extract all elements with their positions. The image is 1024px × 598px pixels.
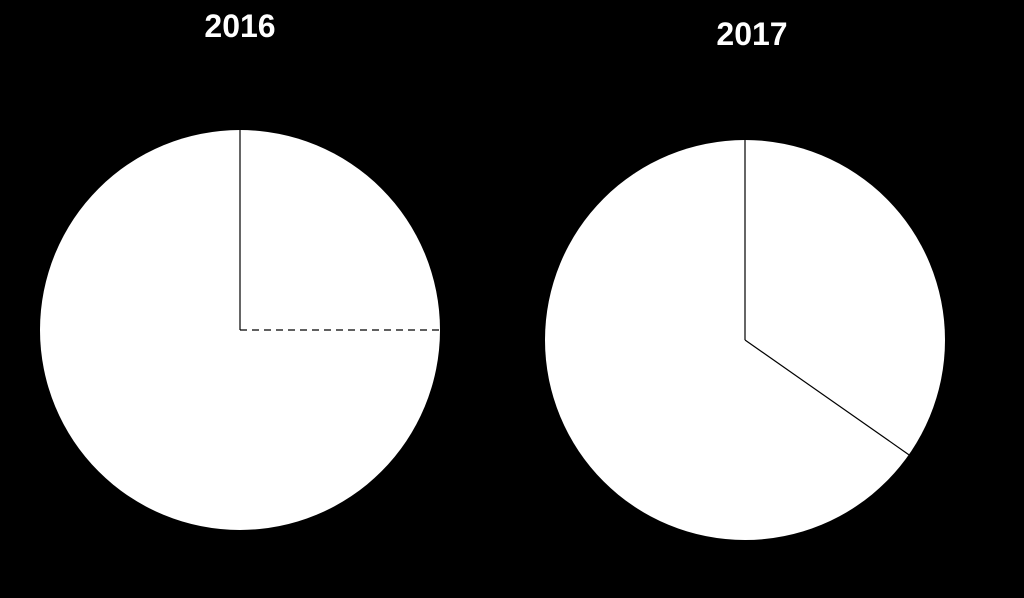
pie-svg-0 — [0, 0, 480, 598]
pie-svg-1 — [480, 0, 1024, 598]
pie-panel-1: 2017 — [480, 0, 1024, 598]
pie-panel-0: 2016 — [0, 0, 480, 598]
chart-container: 20162017 — [0, 0, 1024, 598]
